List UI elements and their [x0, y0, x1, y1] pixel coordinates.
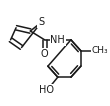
Text: CH₃: CH₃	[92, 46, 108, 55]
Text: O: O	[41, 49, 48, 59]
Text: S: S	[38, 17, 44, 27]
Text: NH: NH	[50, 35, 65, 45]
Text: HO: HO	[39, 85, 54, 95]
